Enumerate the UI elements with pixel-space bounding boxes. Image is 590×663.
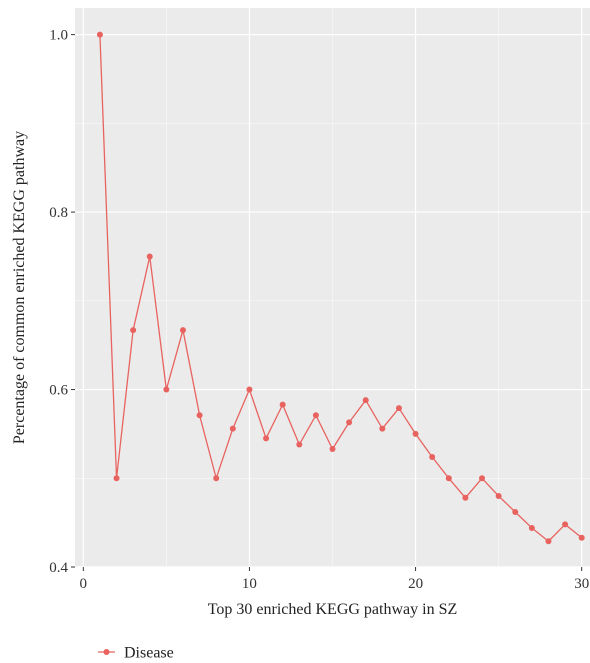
data-point <box>495 493 502 500</box>
series-line-disease <box>99 34 583 542</box>
data-point <box>528 524 535 531</box>
legend: Disease <box>98 645 174 662</box>
data-point <box>163 386 170 393</box>
x-tick-label: 30 <box>574 576 589 592</box>
axis-ticks <box>71 34 583 571</box>
data-point <box>329 445 336 452</box>
data-point <box>412 430 419 437</box>
x-tick-label: 20 <box>408 576 423 592</box>
data-point <box>130 327 137 334</box>
grid-major <box>75 8 590 568</box>
data-point <box>562 521 569 528</box>
data-point <box>196 412 203 419</box>
data-point <box>229 425 236 432</box>
data-point <box>113 475 120 482</box>
data-point <box>96 31 103 38</box>
data-point <box>263 435 270 442</box>
grid-minor <box>75 8 590 567</box>
data-point <box>362 397 369 404</box>
data-point <box>346 419 353 426</box>
x-tick-label: 0 <box>80 576 88 592</box>
y-tick-label: 0.6 <box>49 383 68 399</box>
data-point <box>146 253 153 260</box>
data-point <box>429 453 436 460</box>
data-point <box>179 327 186 334</box>
data-point <box>312 412 319 419</box>
x-tick-labels: 0 10 20 30 <box>80 576 590 592</box>
data-point <box>578 534 585 541</box>
y-tick-label: 0.8 <box>49 205 68 221</box>
data-point <box>379 425 386 432</box>
data-point <box>213 475 220 482</box>
data-point <box>395 405 402 412</box>
data-point <box>512 508 519 515</box>
data-point <box>445 475 452 482</box>
legend-key-point <box>103 649 110 655</box>
legend-label-disease: Disease <box>124 645 174 662</box>
y-tick-labels: 0.4 0.6 0.8 1.0 <box>49 28 68 576</box>
data-point <box>279 401 286 408</box>
y-tick-label: 1.0 <box>49 28 68 44</box>
y-axis-title: Percentage of common enriched KEGG pathw… <box>11 131 28 444</box>
x-axis-title: Top 30 enriched KEGG pathway in SZ <box>208 601 458 618</box>
series-layer <box>96 31 585 545</box>
data-point <box>296 441 303 448</box>
y-tick-label: 0.4 <box>49 560 68 576</box>
data-point <box>246 386 253 393</box>
x-tick-label: 10 <box>242 576 257 592</box>
data-point <box>545 538 552 545</box>
data-point <box>462 494 469 501</box>
data-point <box>479 475 486 482</box>
